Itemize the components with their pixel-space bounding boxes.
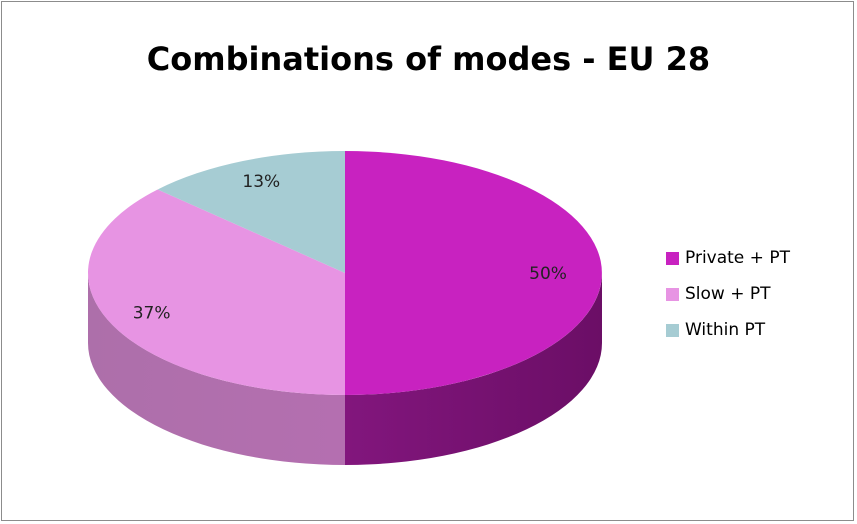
data-label-within-pt: 13%	[242, 172, 280, 192]
legend-item-slow-pt: Slow + PT	[666, 282, 771, 306]
data-label-private-pt: 50%	[529, 264, 567, 284]
legend-item-private-pt: Private + PT	[666, 246, 790, 270]
pie-labels: 50% 37% 13%	[133, 172, 567, 324]
pie-sides	[88, 273, 602, 465]
legend-swatch	[666, 323, 679, 337]
data-label-slow-pt: 37%	[133, 304, 171, 324]
pie-slice-slow-pt	[88, 189, 345, 395]
legend-swatch	[666, 251, 679, 265]
legend-swatch	[666, 287, 679, 301]
pie-side-private-pt	[345, 273, 602, 465]
pie-slice-within-pt	[157, 151, 345, 273]
legend-label: Within PT	[685, 320, 766, 340]
legend-item-within-pt: Within PT	[666, 318, 765, 342]
pie-slices	[88, 151, 602, 395]
pie-slice-private-pt	[345, 151, 602, 395]
legend-label: Slow + PT	[685, 284, 771, 304]
pie-side-slow-pt	[88, 273, 345, 465]
legend-label: Private + PT	[685, 248, 790, 268]
chart-title: Combinations of modes - EU 28	[146, 40, 711, 78]
